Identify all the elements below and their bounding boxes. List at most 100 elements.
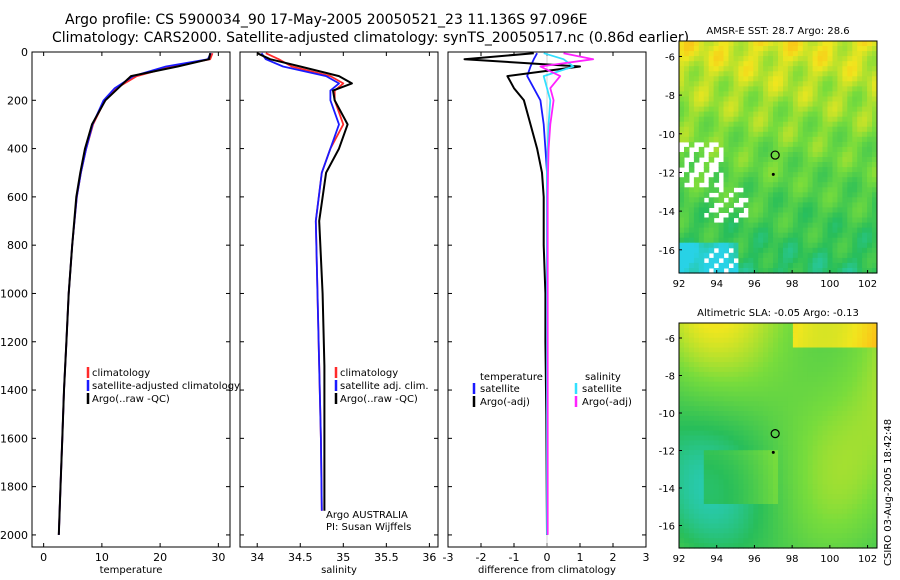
sla_map-cell [713,411,720,417]
sla_map-cell [812,420,819,427]
sst_map-cell [847,212,853,219]
sla_map-cell [718,376,725,383]
sla_map-cell [768,479,774,485]
sla_map-cell [832,533,838,539]
sst_map-cell [748,51,754,57]
sst_map-cell [827,71,833,77]
sst_map-cell [723,222,729,229]
sst_map-cell [832,182,838,188]
sst_map-cell [807,162,814,168]
sst_map-cell [812,242,819,249]
sla_map-cell [748,332,754,339]
sla_map-cell [748,406,754,412]
sla_map-cell [807,508,814,515]
sla_map-cell [723,445,729,451]
sla_map-cell [787,332,794,339]
sla_map-cell [812,352,819,358]
sla_map-cell [842,323,848,329]
sst_map-cell [688,232,695,239]
sla_map-cell [733,538,739,544]
sst_map-cell [738,71,744,77]
sla_map-cell [842,445,848,451]
sla_map-cell [862,499,868,505]
sla_map-cell [842,357,848,363]
sst_map-cell [758,232,764,239]
sla_map-cell [857,332,863,339]
sst_map-cell [832,96,838,103]
sla_map-cell [862,332,868,339]
sla_map-cell [718,371,725,378]
sst_map-cell [802,111,809,118]
sla_map-cell [738,406,744,412]
sla_map-cell [708,381,715,388]
sla_map-cell [718,327,725,334]
sst_map-cell [783,212,789,219]
sla_map-cell [862,347,868,353]
sst_map-cell [832,157,838,163]
sst_map-cell [698,61,705,67]
sst_map-cell [768,141,774,148]
sst_map-cell [713,232,720,239]
sst_map-cell [783,101,789,108]
sla_map-cell [753,484,759,490]
sst_map-cell [817,187,824,193]
sst_map-cell [807,136,814,143]
sla_map-cell [723,357,729,363]
sst_map-cell [718,41,725,47]
sst_map-cell [857,51,863,57]
sla_map-cell [832,513,838,520]
sla_map-cell [723,430,729,437]
sla_map-cell [802,435,809,441]
sla_map-cell [832,494,838,500]
sst_map-cell [802,86,809,92]
sla_map-cell [852,489,858,495]
sst_map-cell [688,237,695,244]
sla_map-cell [713,401,720,407]
sst_map-cell [743,136,749,143]
sst_map-cell [872,152,878,158]
sst_map-cell [753,172,759,178]
sst_map-cell [857,197,863,203]
sst_map-cell [728,126,734,133]
sla_map-cell [783,464,789,471]
sst_map-cell [753,91,759,97]
difference-legend-label: Argo(-adj) [582,397,632,408]
sst_map-cell [679,182,685,188]
sla_map-cell [733,342,739,349]
sla_map-cell [867,367,873,373]
sla_map-cell [822,386,828,393]
sst_map-cell [778,157,784,163]
sst_map-cell [758,247,764,254]
sla_map-cell [703,347,710,353]
sla_map-cell [758,460,764,466]
sst_map-cell [688,46,695,52]
sla_map-cell [792,323,799,329]
sst_map-cell [718,81,725,87]
sla_map-cell [807,362,814,368]
sla_map-cell [773,406,779,412]
sla_map-cell [718,543,725,549]
sst_map-cell [862,257,868,264]
sla_map-cell [847,367,853,373]
sst_map-cell [872,172,878,178]
sst_map-cell [797,212,804,219]
sla_map-ytick-label: -16 [659,522,675,533]
sst_map-cell [847,61,853,67]
figure-title-line2: Climatology: CARS2000. Satellite-adjuste… [52,30,690,46]
sla_map-cell [852,327,858,334]
sla_map-cell [832,342,838,349]
sst_map-cell [862,96,868,103]
sla_map-cell [693,415,700,422]
sst_map-cell [679,91,685,97]
sst_map-cell [748,232,754,239]
sst_map-cell [688,111,695,118]
sst_map-cell [723,232,729,239]
sla_map-cell [783,342,789,349]
sla_map-cell [872,362,878,368]
sst_map-cell [797,187,804,193]
sst_map-cell [842,217,848,224]
sst_map-cell [857,126,863,133]
sla_map-cell [822,440,828,446]
sla_map-cell [703,518,710,525]
sst_map-cell [807,268,814,274]
